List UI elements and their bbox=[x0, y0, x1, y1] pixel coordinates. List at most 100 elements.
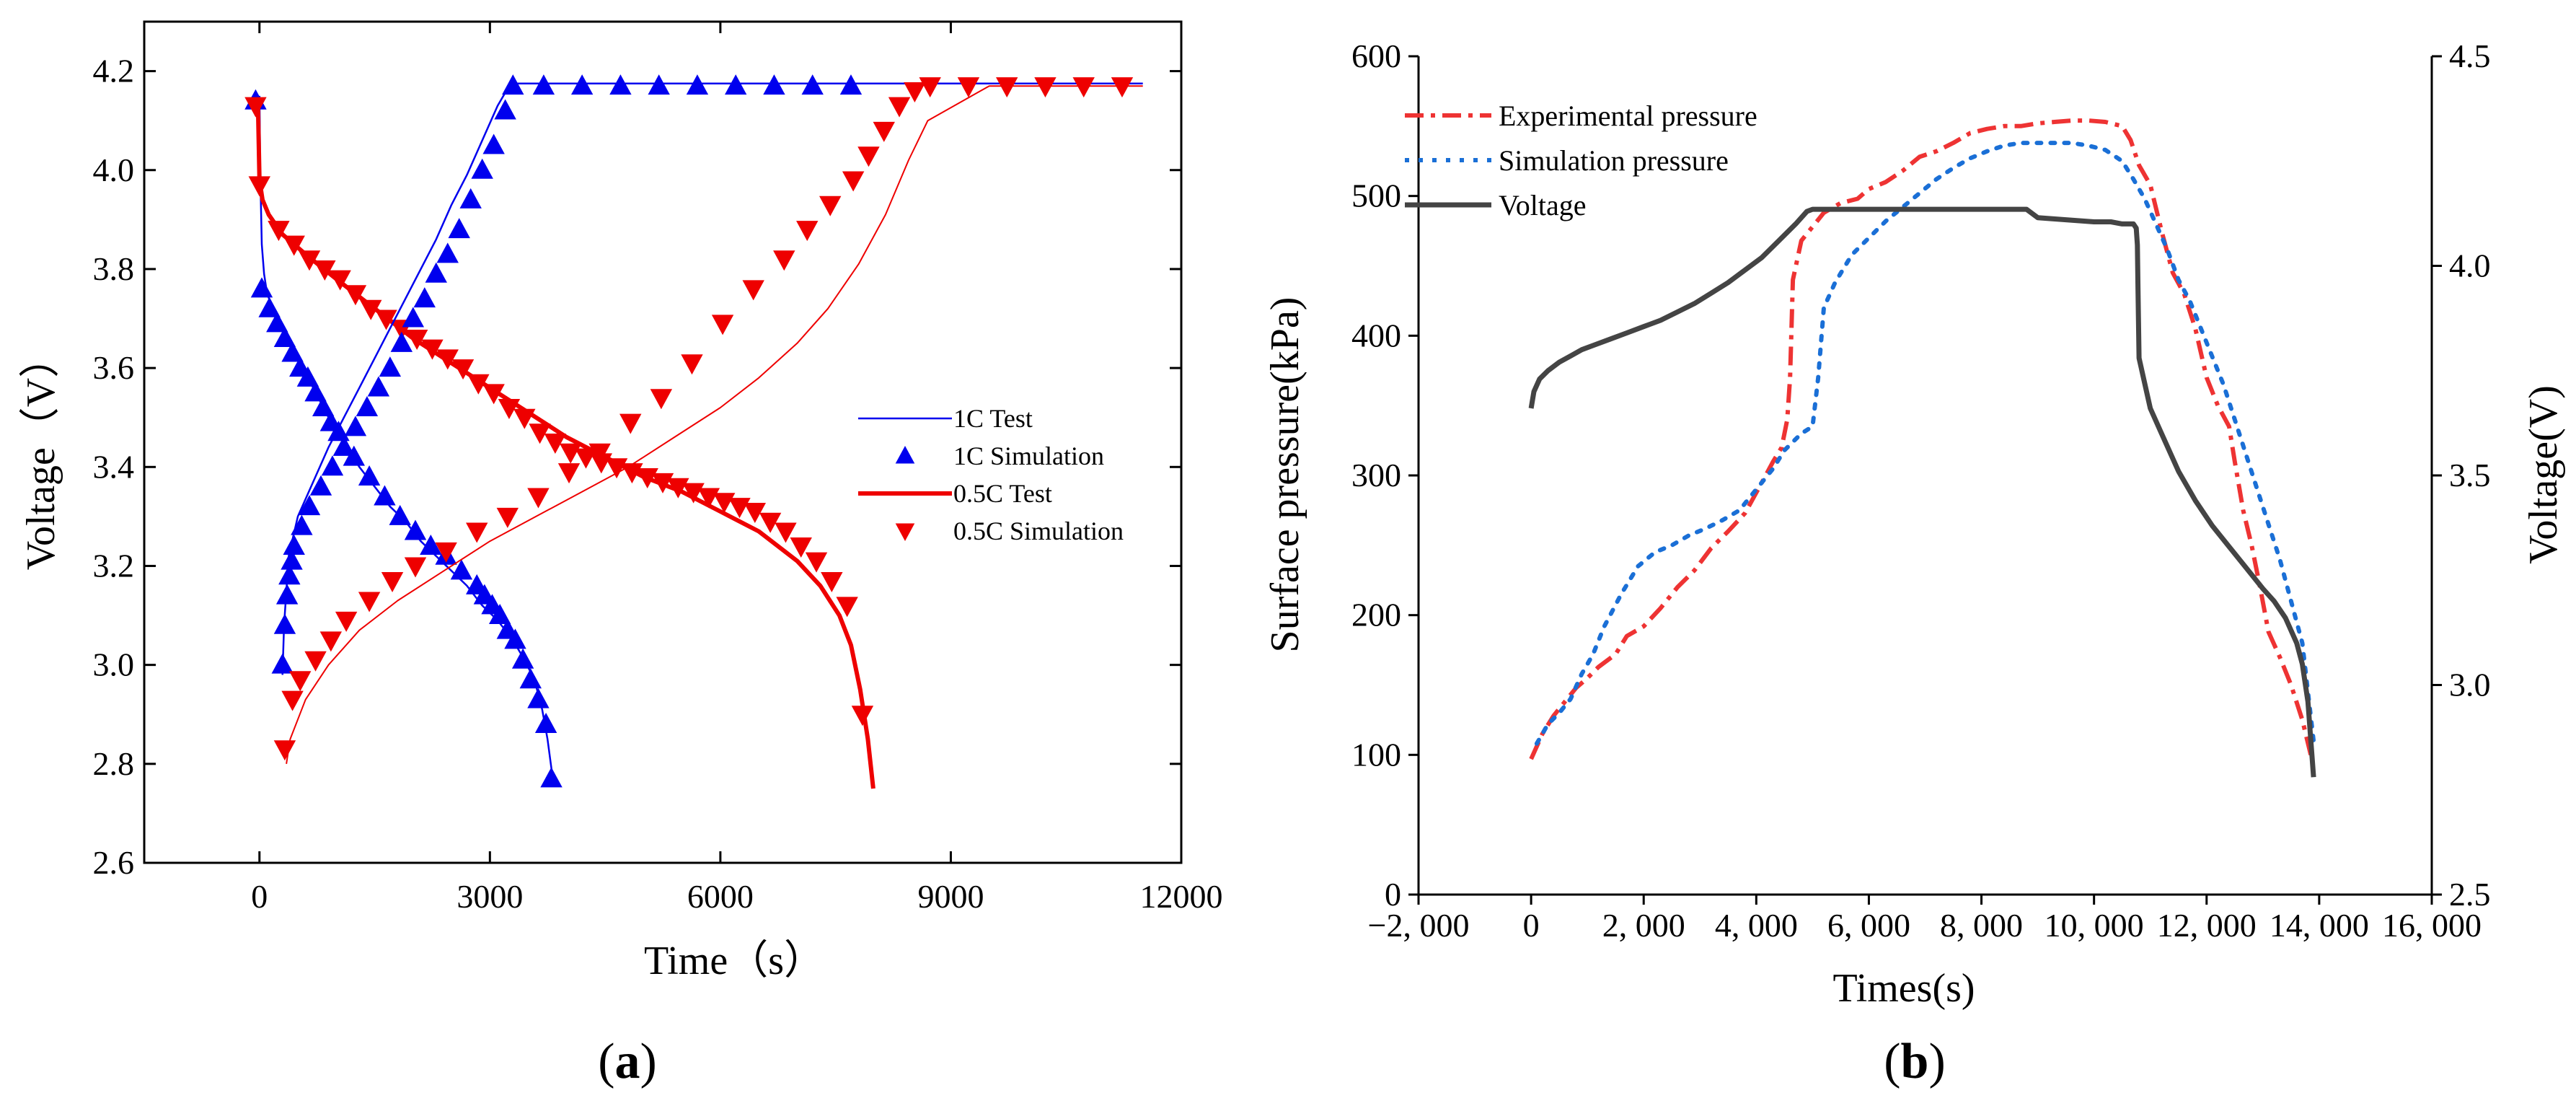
chart-b-legend-label: Experimental pressure bbox=[1499, 100, 1757, 132]
chart-a-point-0-5c-simulation bbox=[344, 285, 367, 306]
chart-a-point-0-5c-simulation bbox=[405, 329, 428, 350]
chart-a-ytick-label: 3.6 bbox=[93, 349, 135, 386]
chart-b-xtick-label: 14, 000 bbox=[2270, 907, 2369, 944]
chart-a-point-0-5c-simulation-charge bbox=[796, 221, 819, 242]
chart-a-ytick-label: 2.8 bbox=[93, 745, 135, 782]
chart-a-point-1c-simulation bbox=[258, 297, 281, 317]
chart-a-point-1c-simulation-charge bbox=[332, 435, 356, 456]
panel-a-close: ) bbox=[640, 1034, 657, 1089]
chart-a-point-0-5c-simulation-charge bbox=[742, 280, 764, 301]
chart-a-point-1c-simulation-charge bbox=[471, 158, 493, 179]
chart-a-point-1c-simulation bbox=[488, 604, 511, 625]
chart-a-point-0-5c-simulation-charge bbox=[888, 97, 911, 118]
chart-a-point-0-5c-simulation-charge bbox=[957, 77, 980, 98]
chart-b-y2tick-label: 4.0 bbox=[2449, 247, 2491, 284]
chart-a-point-1c-simulation bbox=[266, 312, 288, 333]
chart-a-point-0-5c-simulation-charge bbox=[619, 413, 642, 434]
chart-a-ytick-label: 3.0 bbox=[93, 646, 135, 683]
chart-a-point-0-5c-simulation-charge bbox=[273, 740, 296, 761]
chart-a-point-0-5c-simulation bbox=[544, 434, 567, 454]
chart-a-series-0-5c-test-charge bbox=[286, 85, 1143, 764]
chart-a-legend-label: 0.5C Simulation bbox=[953, 517, 1124, 545]
chart-a-legend-marker bbox=[895, 523, 915, 541]
chart-a-point-1c-simulation-charge bbox=[283, 535, 305, 556]
chart-a-point-0-5c-simulation-charge bbox=[588, 443, 611, 464]
chart-a-point-1c-simulation bbox=[273, 326, 296, 347]
chart-a-legend-label: 1C Simulation bbox=[953, 442, 1104, 470]
chart-a-point-1c-simulation-charge bbox=[801, 74, 824, 95]
chart-a-point-1c-simulation bbox=[420, 535, 442, 556]
chart-a-point-1c-simulation bbox=[281, 341, 304, 362]
chart-a-point-1c-simulation bbox=[534, 712, 557, 733]
chart-b-ylabel: Surface pressure(kPa) bbox=[1263, 297, 1307, 653]
chart-a-point-0-5c-simulation bbox=[836, 597, 858, 618]
chart-a-point-1c-simulation-charge bbox=[532, 74, 555, 95]
chart-a-point-1c-simulation-charge bbox=[686, 74, 709, 95]
chart-a-point-0-5c-simulation bbox=[790, 537, 812, 558]
chart-a-point-0-5c-simulation bbox=[498, 398, 521, 419]
chart-a-series-1c-test-charge bbox=[281, 82, 1143, 675]
chart-a-xtick-label: 9000 bbox=[917, 878, 984, 915]
chart-a-point-0-5c-simulation-charge bbox=[1034, 77, 1057, 98]
chart-a-point-0-5c-simulation-charge bbox=[873, 121, 895, 142]
chart-a-point-0-5c-simulation-charge bbox=[819, 196, 842, 216]
chart-a-point-0-5c-simulation bbox=[805, 552, 828, 573]
chart-a-point-1c-simulation-charge bbox=[502, 74, 524, 95]
chart-a-legend-label: 0.5C Test bbox=[953, 479, 1052, 508]
chart-a-point-1c-simulation-charge bbox=[344, 416, 367, 436]
chart-a-point-1c-simulation bbox=[511, 648, 534, 669]
chart-a-point-1c-simulation-charge bbox=[482, 133, 505, 154]
chart-a-point-1c-simulation-charge bbox=[275, 584, 299, 605]
chart-a-point-0-5c-simulation-charge bbox=[496, 507, 519, 528]
chart-a-xlabel: Time（s） bbox=[644, 939, 824, 983]
chart-a-point-0-5c-simulation-charge bbox=[681, 354, 703, 375]
panel-b-close: ) bbox=[1928, 1034, 1945, 1089]
chart-b-ytick-label: 0 bbox=[1385, 876, 1401, 913]
chart-a-point-1c-simulation-charge bbox=[494, 99, 516, 120]
chart-a-point-1c-simulation-charge bbox=[309, 475, 332, 496]
chart-a-point-1c-simulation bbox=[450, 559, 473, 580]
chart-a-point-0-5c-simulation bbox=[268, 221, 290, 242]
chart-b-y2label: Voltage(V) bbox=[2521, 385, 2566, 564]
chart-a-point-0-5c-simulation bbox=[851, 706, 874, 726]
chart-a-point-1c-simulation bbox=[389, 504, 411, 525]
chart-b-ytick-label: 200 bbox=[1351, 597, 1401, 633]
chart-a-point-0-5c-simulation bbox=[375, 309, 397, 330]
chart-b-xtick-label: 4, 000 bbox=[1715, 907, 1798, 944]
chart-a-point-0-5c-simulation-charge bbox=[281, 690, 304, 711]
chart-a-point-0-5c-simulation-charge bbox=[358, 592, 381, 612]
chart-a: 0 3000 6000 9000 12000 2.6 2.8 3.0 3.2 3.4 3.6 3.8 4… bbox=[93, 20, 1223, 915]
chart-a-point-1c-simulation-charge bbox=[448, 218, 470, 239]
chart-a-point-0-5c-simulation-charge bbox=[304, 651, 327, 672]
chart-a-series-0-5c-test bbox=[255, 100, 875, 789]
chart-a-ytick-label: 2.6 bbox=[93, 844, 135, 881]
chart-a-ytick-label: 4.0 bbox=[93, 152, 135, 188]
chart-b-xtick-label: 12, 000 bbox=[2157, 907, 2257, 944]
chart-a-point-1c-simulation-charge bbox=[648, 74, 670, 95]
panel-label-b: (b) bbox=[1884, 1034, 1946, 1089]
chart-b: −2, 000 0 2, 000 4, 000 6, 000 8, 000 10, 000 1… bbox=[1351, 38, 2491, 944]
chart-a-point-1c-simulation-charge bbox=[436, 242, 459, 263]
chart-a-point-0-5c-simulation bbox=[283, 235, 305, 256]
panel-a-open: ( bbox=[598, 1034, 614, 1089]
chart-a-point-1c-simulation bbox=[296, 366, 319, 387]
chart-a-point-0-5c-simulation-charge bbox=[404, 557, 427, 578]
chart-a-point-0-5c-simulation bbox=[744, 503, 767, 524]
chart-a-point-1c-simulation-charge bbox=[281, 549, 303, 570]
chart-a-point-1c-simulation-charge bbox=[278, 564, 301, 585]
chart-a-point-0-5c-simulation bbox=[821, 572, 843, 593]
chart-a-point-0-5c-simulation-charge bbox=[996, 77, 1018, 98]
chart-a-point-0-5c-simulation bbox=[314, 260, 336, 281]
chart-a-point-1c-simulation bbox=[304, 381, 327, 402]
chart-a-point-1c-simulation-charge bbox=[273, 613, 296, 634]
chart-a-frame bbox=[143, 20, 1183, 864]
chart-a-point-0-5c-simulation-charge bbox=[711, 315, 734, 335]
chart-b-y2tick-label: 3.0 bbox=[2449, 667, 2491, 703]
chart-b-xtick-label: −2, 000 bbox=[1368, 907, 1470, 944]
chart-a-point-1c-simulation bbox=[404, 519, 427, 540]
panel-label-a: (a) bbox=[598, 1034, 657, 1089]
chart-a-point-1c-simulation-charge bbox=[724, 74, 747, 95]
chart-a-point-0-5c-simulation bbox=[298, 250, 321, 271]
chart-a-point-0-5c-simulation-charge bbox=[1072, 77, 1095, 98]
chart-a-point-1c-simulation-charge bbox=[570, 74, 594, 95]
